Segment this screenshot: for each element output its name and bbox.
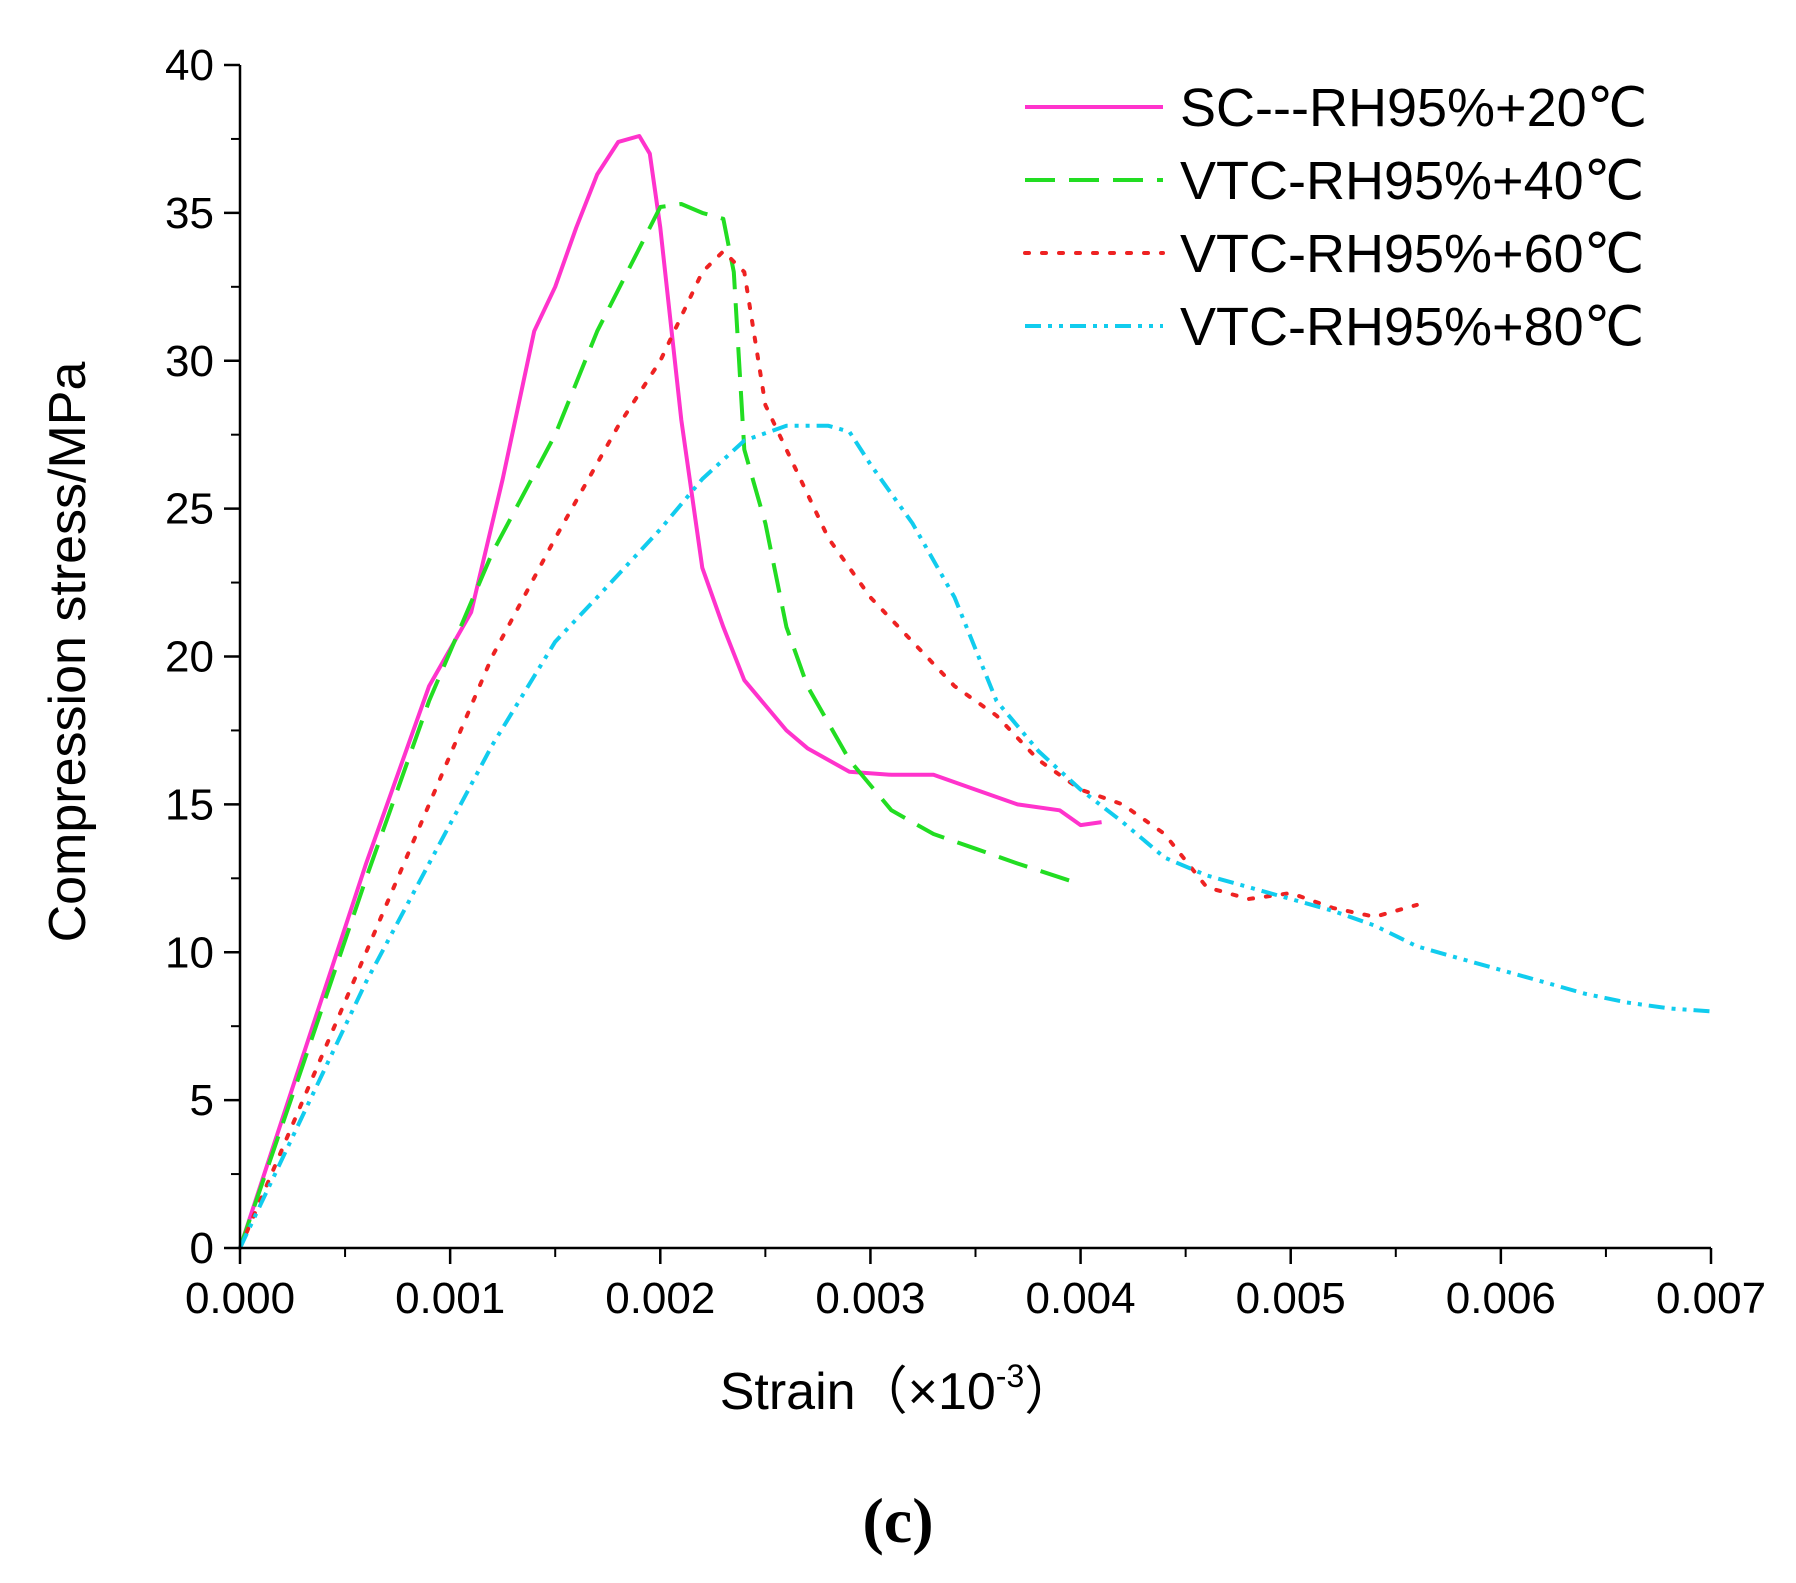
y-tick-label: 30 — [165, 337, 214, 386]
x-tick-label: 0.006 — [1446, 1274, 1556, 1323]
y-tick-label: 10 — [165, 928, 214, 977]
legend: SC---RH95%+20℃ VTC-RH95%+40℃ VTC-RH95%+60℃… — [1023, 78, 1647, 357]
series-line-1 — [238, 134, 1102, 1249]
x-tick-label: 0.007 — [1656, 1274, 1766, 1323]
axes-layer: 0.000 0.001 0.002 0.003 0.004 0.005 0.006 0.007… — [165, 41, 1766, 1323]
series-line-4 — [238, 423, 1712, 1249]
legend-label-1: SC---RH95%+20℃ — [1180, 78, 1647, 138]
y-tick-label: 15 — [165, 780, 214, 829]
y-tick-label: 20 — [165, 633, 214, 682]
y-tick-label: 0 — [190, 1224, 214, 1273]
x-tick-label: 0.001 — [395, 1274, 505, 1323]
series-line-3 — [238, 249, 1419, 1250]
x-axis-title-main: Strain（×10 — [720, 1363, 996, 1421]
y-tick-label: 5 — [190, 1076, 214, 1125]
legend-label-2: VTC-RH95%+40℃ — [1180, 151, 1644, 211]
y-tick-label: 40 — [165, 41, 214, 90]
series-line-2 — [238, 202, 1082, 1249]
legend-label-4: VTC-RH95%+80℃ — [1180, 297, 1644, 357]
y-tick-label: 35 — [165, 189, 214, 238]
panel-label: (c) — [862, 1485, 933, 1556]
series-layer — [238, 134, 1712, 1250]
x-axis-title-close: ） — [1024, 1363, 1076, 1421]
legend-label-3: VTC-RH95%+60℃ — [1180, 224, 1644, 284]
x-tick-label: 0.000 — [185, 1274, 295, 1323]
y-axis-title: Compression stress/MPa — [39, 362, 97, 943]
x-tick-label: 0.003 — [815, 1274, 925, 1323]
x-tick-label: 0.005 — [1236, 1274, 1346, 1323]
x-axis-title-superscript: -3 — [996, 1358, 1024, 1394]
x-tick-label: 0.002 — [605, 1274, 715, 1323]
y-tick-label: 25 — [165, 485, 214, 534]
x-tick-label: 0.004 — [1026, 1274, 1136, 1323]
x-axis-title: Strain（×10-3） — [720, 1358, 1077, 1421]
